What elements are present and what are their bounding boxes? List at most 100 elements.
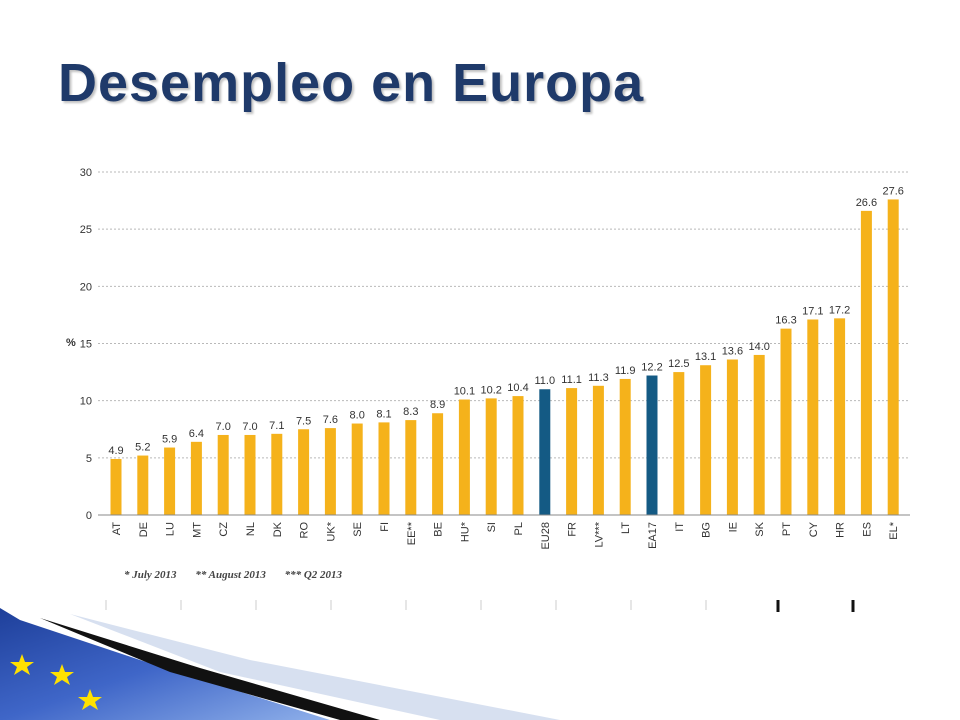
x-tick-label: PT [781, 522, 793, 536]
x-tick-label: EE** [406, 521, 418, 545]
x-tick-label: HR [835, 522, 847, 538]
bar-pl [512, 396, 524, 515]
bar-be [432, 413, 444, 515]
unemployment-bar-chart: 0 5 10 15 20 25 30 % 4.9 5.2 5.9 6.4 7.0 7.0 7.1 7.5 7… [66, 167, 910, 550]
bars [110, 199, 899, 515]
footnote-q2: *** Q2 2013 [284, 569, 343, 581]
data-label: 11.1 [561, 374, 582, 386]
data-label: 7.0 [216, 421, 231, 433]
bar-it [673, 372, 685, 515]
x-tick-label: BE [433, 522, 445, 537]
data-label: 5.9 [162, 434, 177, 446]
x-tick-label: LU [165, 522, 177, 536]
data-label: 4.9 [108, 445, 123, 457]
x-tick-label: NL [245, 522, 257, 536]
star-icon [50, 664, 74, 685]
data-label: 17.1 [802, 305, 823, 317]
bar-bg [700, 365, 712, 515]
bar-hr [834, 318, 846, 515]
y-tick-label: 30 [80, 167, 92, 179]
flag-swoosh-blue [0, 608, 330, 720]
data-label: 8.9 [430, 399, 445, 411]
eu-flag-decoration [0, 608, 560, 720]
bar-lt [619, 378, 631, 515]
bar-el [887, 199, 899, 515]
x-tick-label: FI [379, 522, 391, 532]
bar-lu [164, 447, 176, 515]
data-label: 11.0 [535, 375, 556, 387]
y-tick-label: 15 [80, 339, 92, 351]
x-tick-label: LV*** [593, 521, 605, 547]
star-icon [10, 654, 34, 675]
x-tick-label: CY [808, 521, 820, 537]
footnotes: * July 2013 ** August 2013 *** Q2 2013 [124, 569, 358, 581]
y-axis-ticks: 0 5 10 15 20 25 30 [80, 167, 92, 522]
bar-cy [807, 319, 819, 515]
data-label: 5.2 [135, 442, 150, 454]
x-tick-label: EA17 [647, 522, 659, 549]
data-label: 6.4 [189, 428, 204, 440]
data-label: 10.4 [507, 382, 528, 394]
x-tick-label: DE [138, 522, 150, 537]
data-label: 10.1 [454, 386, 475, 398]
data-label: 8.3 [403, 406, 418, 418]
x-tick-label: EL* [888, 521, 900, 539]
data-label: 13.6 [722, 346, 743, 358]
separator-dashes [105, 600, 855, 612]
x-tick-label: IT [674, 522, 686, 532]
bar-at [110, 458, 122, 515]
star-icon [78, 689, 102, 710]
bar-mt [190, 441, 202, 515]
x-tick-label: BG [701, 522, 713, 538]
footnote-july: * July 2013 [124, 569, 177, 581]
data-label: 8.0 [350, 410, 365, 422]
bar-uk [324, 428, 336, 515]
data-label: 27.6 [882, 185, 903, 197]
bar-de [137, 455, 149, 515]
bar-cz [217, 434, 229, 515]
bar-lv [592, 385, 604, 515]
data-label: 13.1 [695, 351, 716, 363]
x-tick-label: LT [620, 522, 632, 534]
bar-fr [566, 388, 578, 515]
bar-dk [271, 433, 283, 515]
bar-eu28 [539, 389, 551, 515]
data-label: 11.3 [588, 372, 609, 384]
x-tick-label: CZ [218, 522, 230, 537]
data-label: 7.5 [296, 415, 311, 427]
x-tick-label: RO [299, 522, 311, 539]
x-tick-label: EU28 [540, 522, 552, 550]
data-label: 26.6 [856, 197, 877, 209]
bar-se [351, 423, 363, 515]
data-label: 12.5 [668, 358, 689, 370]
slide-title: Desempleo en Europa [58, 53, 645, 113]
y-tick-label: 20 [80, 281, 92, 293]
x-axis-ticks: AT DE LU MT CZ NL DK RO UK* SE FI EE** BE HU* SI PL EU28… [111, 521, 900, 549]
x-tick-label: ES [861, 522, 873, 537]
x-tick-label: FR [567, 522, 579, 537]
bar-hu [458, 399, 470, 515]
bar-nl [244, 434, 256, 515]
data-label: 12.2 [641, 362, 662, 374]
y-tick-label: 25 [80, 224, 92, 236]
grid-lines [98, 171, 910, 459]
x-tick-label: UK* [325, 521, 337, 541]
x-tick-label: SK [754, 521, 766, 536]
x-tick-label: MT [191, 522, 203, 538]
bar-ee [405, 420, 417, 515]
x-tick-label: PL [513, 522, 525, 535]
data-label: 14.0 [748, 341, 769, 353]
data-label: 7.0 [242, 421, 257, 433]
data-label: 16.3 [775, 315, 796, 327]
data-label: 7.6 [323, 414, 338, 426]
y-axis-label: % [66, 337, 76, 349]
bar-ie [726, 359, 738, 515]
bar-ro [298, 429, 310, 515]
x-tick-label: SI [486, 522, 498, 532]
bar-ea17 [646, 375, 658, 515]
x-tick-label: AT [111, 522, 123, 536]
y-tick-label: 10 [80, 396, 92, 408]
bar-sk [753, 354, 765, 515]
data-label: 7.1 [269, 420, 284, 432]
data-label: 10.2 [480, 384, 501, 396]
